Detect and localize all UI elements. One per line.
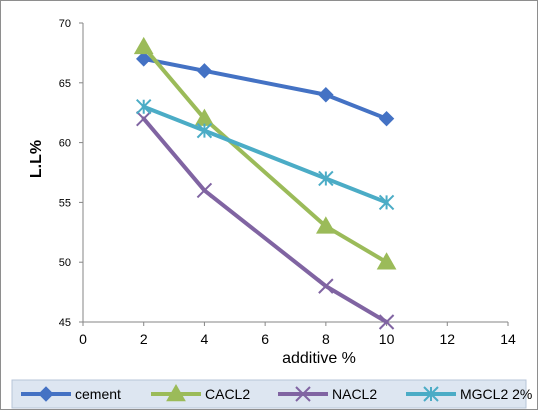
- y-tick-label: 55: [59, 197, 71, 209]
- x-tick-label: 12: [439, 331, 455, 347]
- data-point-nacl2: [378, 314, 395, 330]
- y-axis-title: L.L%: [28, 140, 45, 178]
- x-tick-label: 10: [379, 331, 395, 347]
- y-tick-label: 60: [59, 138, 71, 150]
- x-tick-label: 8: [322, 331, 330, 347]
- x-tick-label: 6: [261, 331, 269, 347]
- series-cacl2: [133, 36, 397, 270]
- legend: cement CACL2 NACL2 MGCL2 2%: [21, 383, 532, 402]
- data-point-mgcl2-2: [136, 99, 152, 115]
- legend-item-cacl2: CACL2: [151, 383, 250, 402]
- data-point-cement: [136, 51, 152, 67]
- legend-label-nacl2: NACL2: [332, 386, 377, 402]
- legend-item-nacl2: NACL2: [278, 386, 377, 402]
- data-point-mgcl2-2: [196, 122, 213, 139]
- x-tick-label: 0: [79, 331, 87, 347]
- data-point-mgcl2-2: [378, 194, 395, 211]
- data-point-nacl2: [136, 110, 152, 127]
- legend-item-cement: cement: [21, 386, 121, 402]
- y-tick-label: 50: [59, 257, 71, 269]
- series-line-mgcl2-2: [141, 104, 389, 205]
- data-point-nacl2: [318, 278, 334, 294]
- y-tick-label: 65: [59, 78, 71, 90]
- legend-item-mgcl2-2: MGCL2 2%: [406, 386, 532, 402]
- x-tick-label: 4: [201, 331, 209, 347]
- data-point-cement: [318, 87, 334, 103]
- legend-label-cacl2: CACL2: [205, 386, 250, 402]
- legend-marker-cement: [38, 386, 54, 402]
- y-tick-label: 70: [59, 18, 71, 30]
- data-point-cacl2: [376, 252, 397, 270]
- axes: 45 50 55 60 65 70 0 2 4 6 8 10 12 14: [59, 18, 516, 347]
- legend-marker-mgcl2-2: [423, 386, 439, 402]
- x-tick-label: 14: [500, 331, 516, 347]
- legend-marker-nacl2: [295, 386, 311, 402]
- x-axis-title: additive %: [282, 350, 356, 367]
- data-point-cacl2: [315, 216, 336, 234]
- data-point-nacl2: [196, 182, 213, 199]
- data-point-cement: [378, 110, 395, 127]
- series-mgcl2-2: [136, 99, 395, 211]
- y-tick-label: 45: [59, 317, 71, 329]
- series-layer: [133, 36, 397, 330]
- data-point-mgcl2-2: [318, 170, 334, 187]
- legend-label-mgcl2-2: MGCL2 2%: [460, 386, 532, 402]
- series-line-cement: [141, 56, 389, 121]
- x-tick-label: 2: [140, 331, 148, 347]
- series-cement: [136, 51, 395, 127]
- data-point-cement: [196, 63, 213, 79]
- series-line-nacl2: [141, 116, 389, 324]
- data-point-cacl2: [133, 36, 154, 55]
- legend-marker-cacl2: [166, 383, 186, 402]
- series-nacl2: [136, 110, 395, 330]
- series-line-cacl2: [141, 44, 389, 265]
- legend-label-cement: cement: [75, 386, 121, 402]
